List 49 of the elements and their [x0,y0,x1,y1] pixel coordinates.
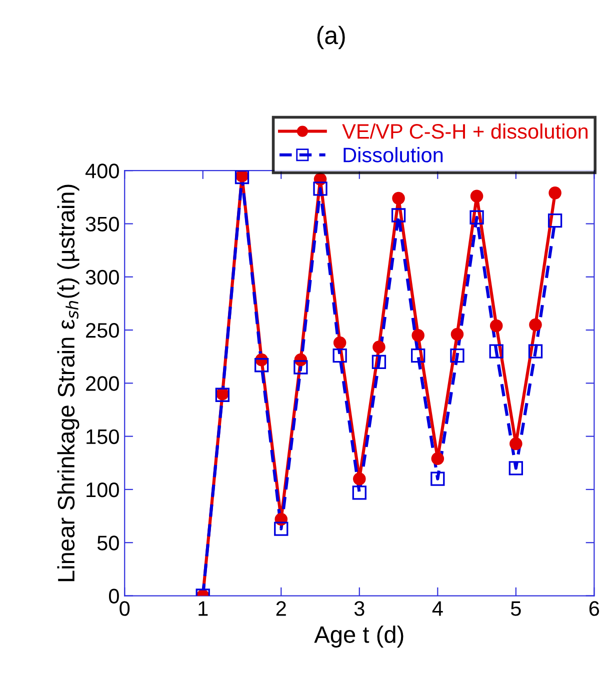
point [470,190,484,203]
y-tick-label: 50 [97,536,119,550]
point [391,208,406,222]
point [528,344,543,358]
point [450,348,464,363]
y-tick-label: 300 [86,270,119,285]
x-tick-label: 1 [198,601,208,616]
point [411,348,426,363]
y-tick-label: 350 [86,216,119,232]
legend-label: VE/VP C-S-H + dissolution [342,123,588,139]
point [412,328,424,342]
y-tick-label: 150 [86,429,119,444]
x-tick-label: 0 [120,601,130,616]
point [352,486,366,500]
point [372,340,386,354]
legend-label: Dissolution [344,147,443,162]
point [333,336,346,350]
point [548,186,562,200]
y-tick-label: 0 [108,588,119,604]
point [353,472,366,486]
point [508,461,523,476]
chart-title: (a) [317,26,345,50]
point [372,354,386,370]
y-tick-label: 100 [86,482,119,498]
x-tick-label: 6 [589,601,600,616]
point [450,328,464,341]
point [548,213,562,228]
point [489,344,504,358]
x-tick-label: 2 [276,601,286,616]
x-axis-title: Age t (d) [314,626,404,648]
point [274,522,288,536]
point [392,192,405,205]
point [430,472,445,486]
point [470,210,484,224]
y-axis-title: Linear Shrinkage Strain ε$_{sh}$(t) (µstrain) [57,184,80,582]
y-tick-label: 200 [86,376,119,391]
point [490,319,503,332]
point [254,358,269,372]
x-tick-label: 3 [354,601,364,616]
point [294,360,308,374]
point [529,318,542,332]
y-tick-label: 250 [86,323,119,338]
point [510,437,522,450]
x-tick-label: 5 [510,601,521,616]
x-tick-label: 4 [432,601,443,616]
point [332,348,347,363]
point [313,182,328,196]
point [431,452,444,466]
y-tick-label: 400 [85,164,119,178]
